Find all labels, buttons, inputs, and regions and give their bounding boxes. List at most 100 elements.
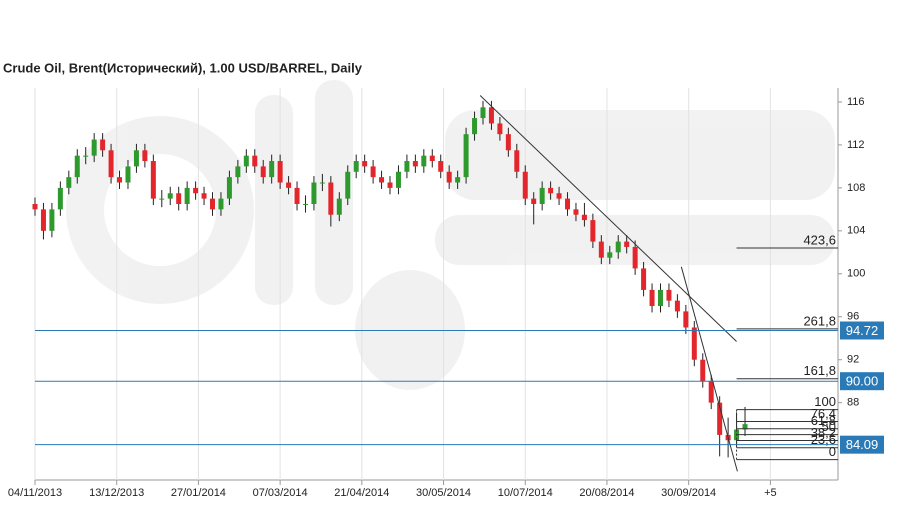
price-label-box: [840, 321, 884, 340]
candle-body: [269, 161, 275, 178]
candle-body: [201, 193, 207, 199]
price-label-box: [840, 372, 884, 391]
candle-body: [548, 187, 554, 194]
candle-body: [66, 177, 72, 188]
price-label: 84.09: [846, 437, 879, 452]
candle-body: [40, 209, 46, 231]
x-tick-label: 20/08/2014: [579, 487, 634, 499]
candle-body: [666, 289, 672, 301]
candle-body: [395, 171, 401, 188]
candle-body: [683, 311, 689, 328]
candle-body: [226, 177, 232, 199]
candle-body: [252, 155, 258, 167]
candle-body: [167, 193, 173, 199]
candle-body: [497, 123, 503, 135]
candle-body: [345, 171, 351, 199]
candle-body: [700, 359, 706, 382]
candle-body: [641, 268, 647, 290]
fib-label: 50: [822, 419, 836, 434]
candle-body: [125, 166, 131, 183]
x-tick-label: 30/09/2014: [661, 487, 716, 499]
candle-body: [674, 300, 680, 312]
candle-body: [218, 198, 224, 210]
x-tick-label: 13/12/2013: [89, 487, 144, 499]
candle-body: [159, 198, 165, 200]
y-tick-label: 108: [847, 182, 865, 194]
candle-body: [590, 220, 596, 242]
candle-body: [57, 187, 63, 210]
candle-body: [311, 182, 317, 204]
y-tick-label: 96: [847, 311, 859, 323]
candle-body: [193, 187, 199, 194]
candle-body: [91, 139, 97, 156]
candle-body: [649, 289, 655, 307]
candle-body: [294, 187, 300, 204]
candle-body: [522, 171, 528, 199]
candle-body: [117, 177, 123, 183]
candle-body: [83, 155, 89, 157]
fib-label: 61,8: [811, 413, 836, 428]
candle-body: [277, 161, 283, 183]
candle-body: [531, 198, 537, 204]
y-tick-label: 116: [847, 96, 865, 108]
fib-label: 261,8: [803, 313, 836, 328]
candle-body: [607, 252, 613, 258]
candle-body: [742, 424, 748, 430]
candle-body: [691, 327, 697, 360]
fib-label: 76,4: [811, 406, 836, 421]
candle-body: [463, 134, 469, 178]
candle-body: [302, 203, 308, 205]
candle-body: [260, 166, 266, 178]
candle-body: [387, 182, 393, 188]
candle-body: [176, 193, 182, 204]
candle-body: [379, 177, 385, 183]
candle-body: [556, 193, 562, 199]
y-tick-label: 104: [847, 225, 865, 237]
fib-label: 161,8: [803, 363, 836, 378]
candle-body: [32, 203, 38, 210]
x-tick-label: 27/01/2014: [171, 487, 226, 499]
candle-body: [565, 198, 571, 210]
candle-body: [370, 166, 376, 178]
candle-body: [328, 182, 334, 215]
candle-body: [480, 107, 486, 119]
candle-body: [353, 161, 359, 172]
chart-title: Crude Oil, Brent(Исторический), 1.00 USD…: [3, 60, 363, 75]
candle-body: [108, 150, 114, 178]
candle-body: [438, 161, 444, 172]
candle-body: [539, 187, 545, 204]
trendline: [680, 266, 738, 472]
candle-body: [581, 214, 587, 221]
fib-label: 38,2: [811, 425, 836, 440]
candle-body: [412, 161, 418, 167]
fib-label: 100: [814, 394, 836, 409]
candle-body: [235, 166, 241, 178]
candle-body: [657, 289, 663, 307]
candle-body: [74, 155, 80, 178]
y-tick-label: 88: [847, 397, 859, 409]
candle-body: [708, 381, 714, 403]
candle-body: [446, 171, 452, 183]
candle-body: [49, 209, 55, 231]
candle-body: [404, 161, 410, 172]
x-tick-label: 04/11/2013: [8, 487, 62, 499]
x-tick-label: 07/03/2014: [253, 487, 308, 499]
candle-body: [717, 402, 723, 435]
candle-body: [286, 182, 292, 188]
y-tick-label: 100: [847, 268, 865, 280]
x-tick-label: +5: [764, 487, 777, 499]
candle-body: [150, 161, 156, 199]
price-label: 94.72: [846, 323, 879, 338]
candle-body: [624, 241, 630, 247]
trendline: [479, 95, 737, 342]
candle-body: [210, 198, 216, 210]
candle-body: [133, 150, 139, 167]
candle-body: [100, 139, 106, 151]
candle-body: [505, 134, 511, 151]
candle-body: [243, 155, 249, 167]
fib-label: 23,6: [811, 432, 836, 447]
candle-body: [142, 150, 148, 162]
fib-label: 423,6: [803, 232, 836, 247]
